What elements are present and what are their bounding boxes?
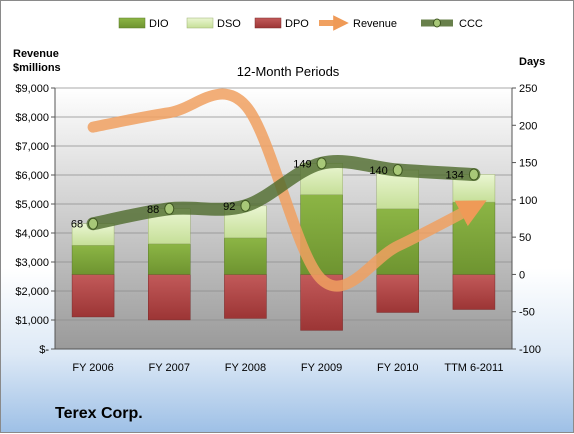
legend-label: DPO [285, 18, 309, 30]
ccc-point [316, 157, 327, 170]
left-tick-label: $3,000 [15, 257, 49, 269]
category-label: FY 2009 [301, 362, 342, 374]
left-tick-label: $1,000 [15, 315, 49, 327]
right-tick-label: 250 [519, 83, 537, 95]
bar-dio [148, 243, 191, 275]
ccc-point [164, 202, 175, 215]
right-tick-label: -50 [519, 307, 535, 319]
bar-dio [224, 237, 267, 275]
ccc-point [468, 168, 479, 181]
category-label: FY 2008 [225, 362, 266, 374]
ccc-point [392, 164, 403, 177]
right-tick-label: 150 [519, 158, 537, 170]
ccc-data-label: 140 [369, 165, 387, 177]
right-tick-label: -100 [519, 344, 541, 356]
legend: DIO DSO DPO Revenue CCC [118, 15, 483, 31]
left-axis-label-line2: $millions [13, 62, 61, 74]
legend-marker-ccc [433, 18, 441, 28]
axes: $- $1,000 $2,000 $3,000 $4,000 $5,000 $6,000 $7… [15, 83, 541, 374]
left-tick-label: $- [39, 344, 49, 356]
bar-dpo [224, 274, 267, 319]
left-tick-label: $8,000 [15, 112, 49, 124]
bar-dpo [148, 274, 191, 321]
left-tick-label: $2,000 [15, 286, 49, 298]
ccc-data-label: 88 [147, 204, 159, 216]
right-tick-label: 100 [519, 195, 537, 207]
bar-dpo [71, 274, 115, 318]
ccc-data-label: 92 [223, 201, 235, 213]
bar-dio [71, 245, 115, 275]
revenue-line [87, 88, 487, 292]
legend-swatch-dso [186, 17, 214, 29]
left-tick-label: $9,000 [15, 83, 49, 95]
bar-dpo [376, 274, 419, 313]
left-tick-label: $5,000 [15, 199, 49, 211]
ccc-data-label: 68 [71, 219, 83, 231]
right-tick-label: 200 [519, 120, 537, 132]
legend-label: Revenue [353, 18, 397, 30]
revenue-series [87, 88, 487, 292]
ccc-point [88, 217, 99, 230]
ccc-data-label: 134 [446, 170, 464, 182]
ccc-data-label: 149 [293, 158, 311, 170]
category-label: FY 2010 [377, 362, 418, 374]
right-tick-label: 50 [519, 232, 531, 244]
legend-swatch-dpo [254, 17, 282, 29]
left-tick-label: $6,000 [15, 170, 49, 182]
category-label: FY 2006 [72, 362, 113, 374]
ccc-series: 68 88 92 149 140 134 [71, 155, 481, 231]
left-tick-label: $4,000 [15, 228, 49, 240]
ccc-line [86, 155, 481, 231]
category-label: TTM 6-2011 [444, 362, 503, 374]
right-tick-label: 0 [519, 269, 525, 281]
left-tick-label: $7,000 [15, 141, 49, 153]
ccc-point [240, 199, 251, 212]
left-axis-label-line1: Revenue [13, 48, 59, 60]
right-axis-label: Days [519, 56, 545, 68]
category-label: FY 2007 [149, 362, 190, 374]
bar-dpo [452, 274, 496, 310]
company-name: Terex Corp. [55, 405, 143, 422]
legend-swatch-dio [118, 17, 146, 29]
legend-label: CCC [459, 18, 483, 30]
legend-label: DIO [149, 18, 169, 30]
legend-label: DSO [217, 18, 241, 30]
chart-title: 12-Month Periods [237, 64, 340, 79]
